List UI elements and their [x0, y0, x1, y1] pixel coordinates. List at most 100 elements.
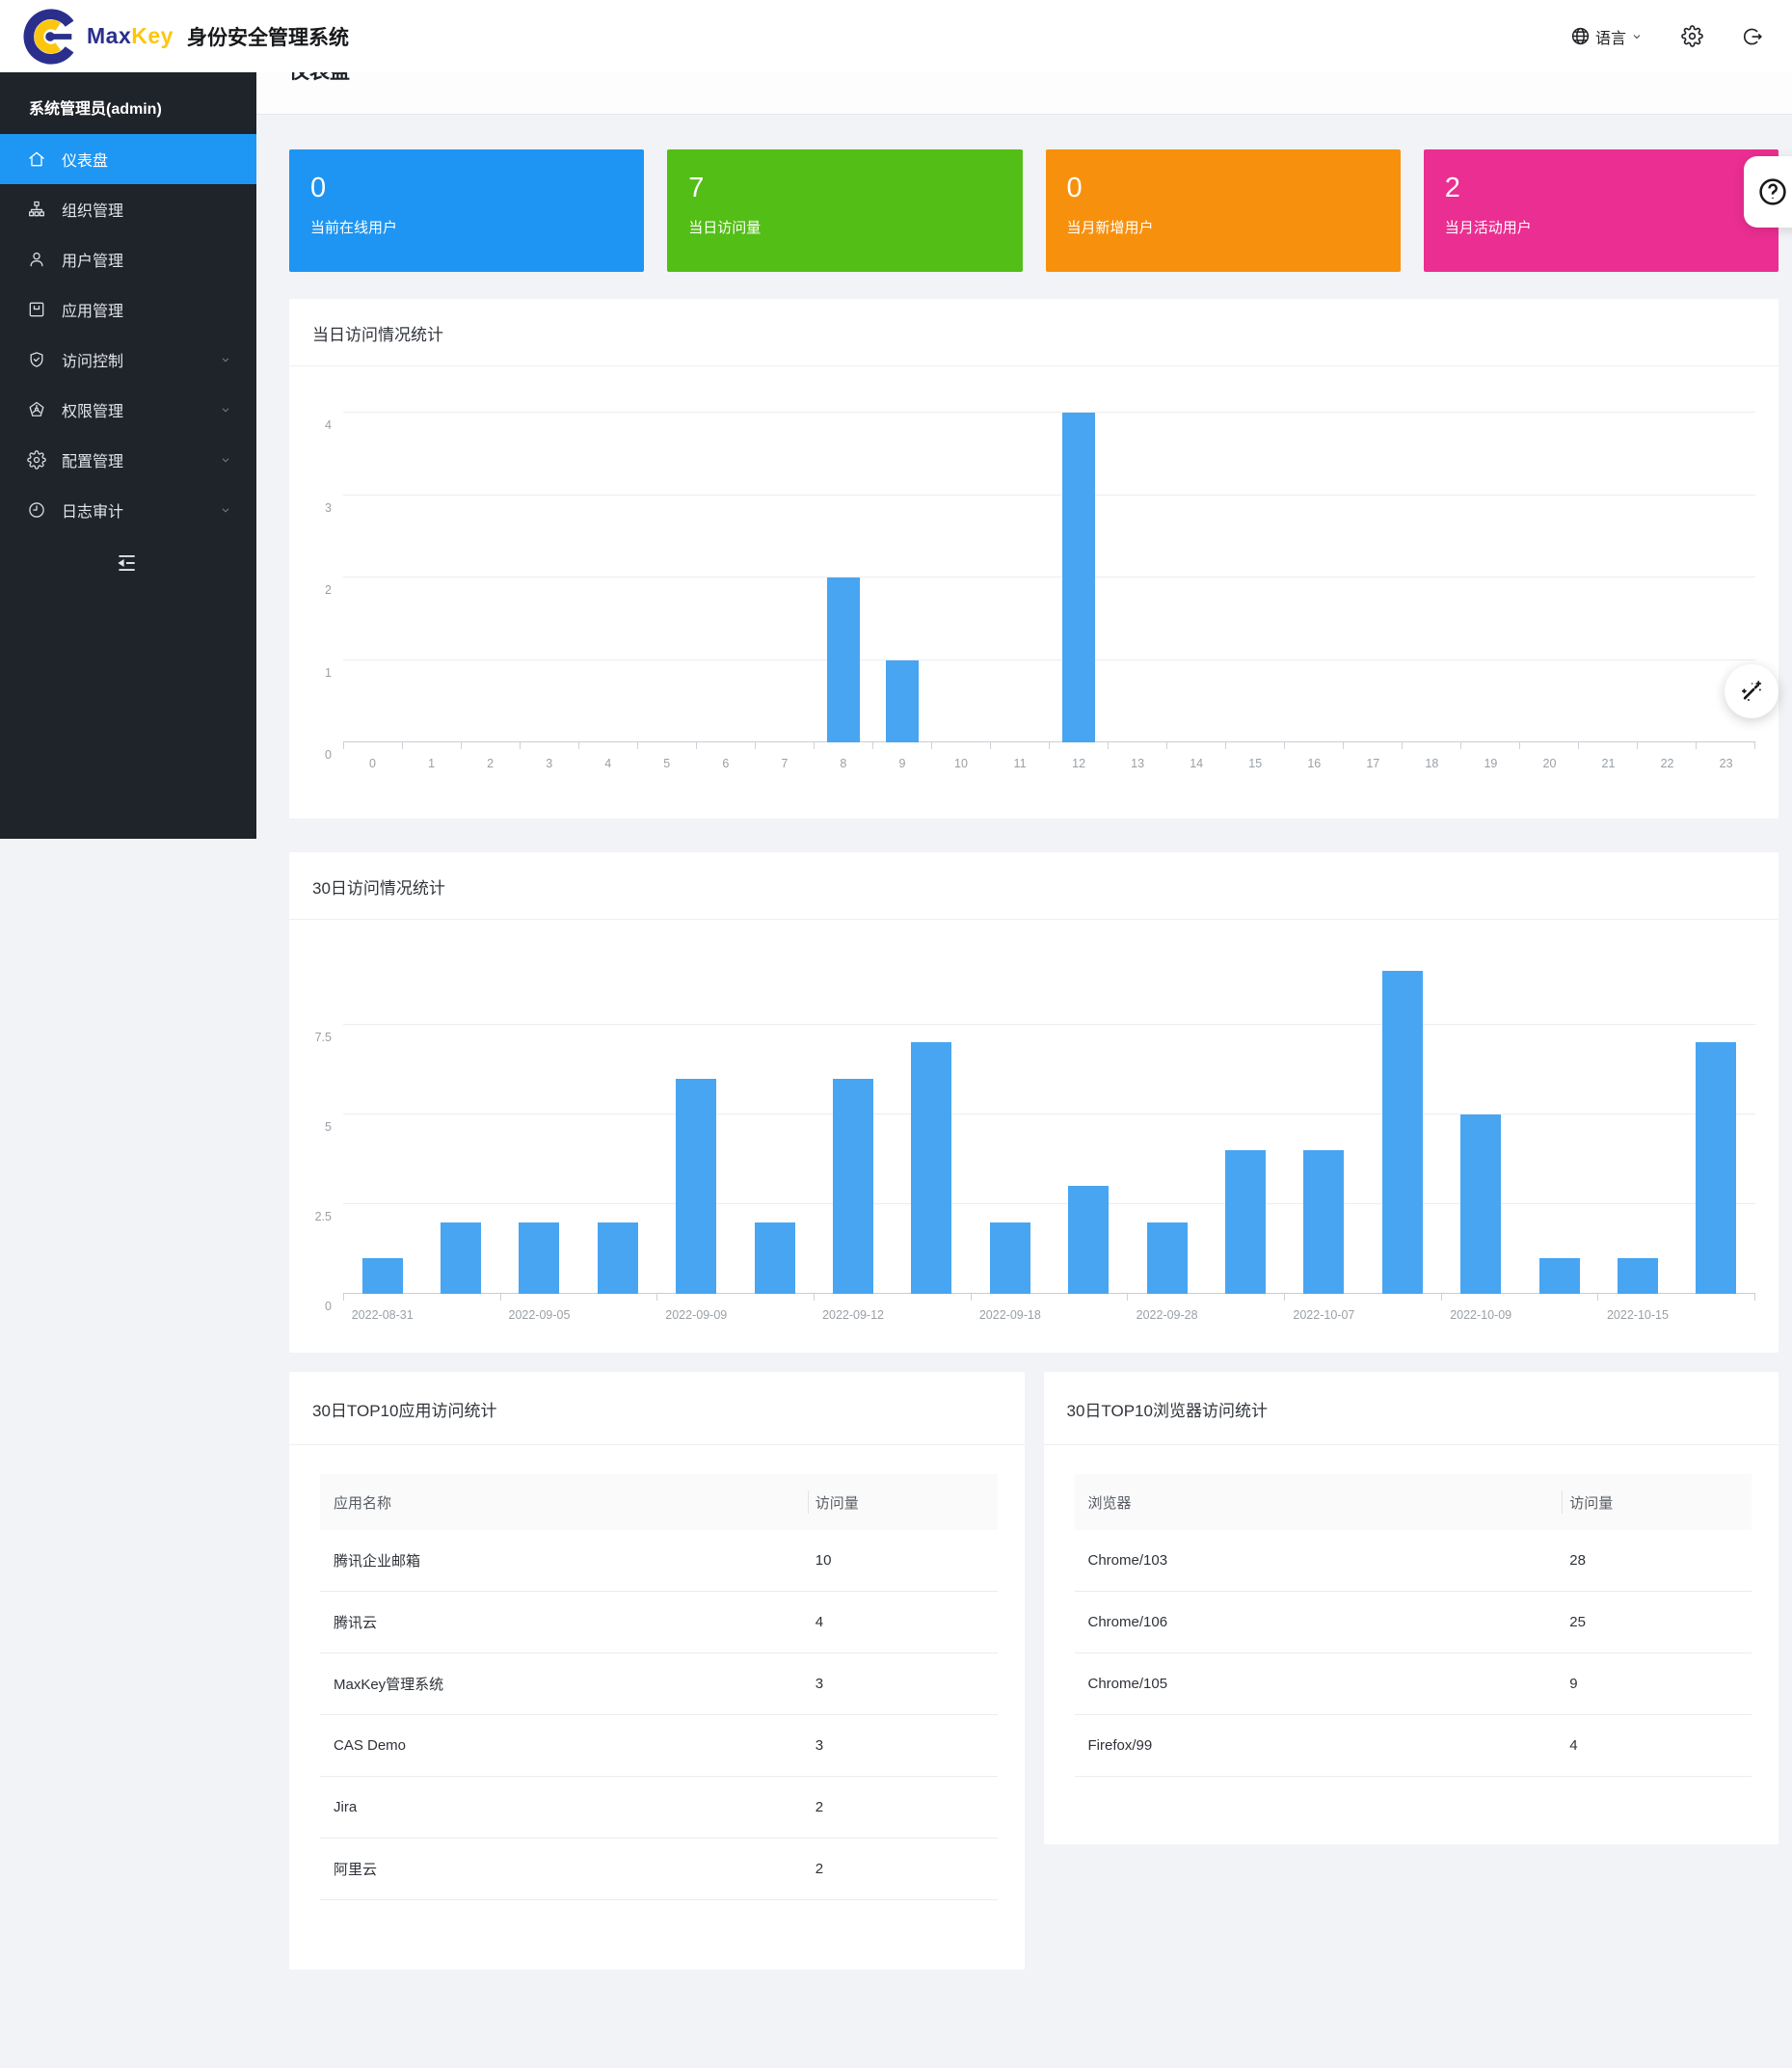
sidebar-item-audit[interactable]: 日志审计: [0, 485, 256, 535]
theme-wand-button[interactable]: [1725, 664, 1779, 718]
x-axis-tick-label: 2022-09-09: [665, 1308, 728, 1322]
bar-slot: [1677, 956, 1755, 1294]
x-axis-tick-label: 0: [369, 757, 376, 770]
table-row: Jira 2: [320, 1777, 998, 1839]
table-cell-name: MaxKey管理系统: [334, 1677, 444, 1693]
chart-panel-30day: 30日访问情况统计 0 2.5 5 7.5 2022-08-31 2022-09-05 20…: [289, 852, 1779, 1353]
x-axis-tick-label: 2022-09-05: [508, 1308, 571, 1322]
help-button[interactable]: [1744, 156, 1792, 228]
x-axis-tick-label: 5: [663, 757, 671, 770]
x-axis-tick-label: 20: [1542, 757, 1557, 770]
table-row: Firefox/99 4: [1074, 1715, 1752, 1777]
x-axis-tick-label: 8: [840, 757, 847, 770]
bar-slot: [1226, 413, 1285, 742]
x-axis-tick-label: [1050, 1308, 1128, 1322]
x-axis-tick-label: 7: [781, 757, 789, 770]
sidebar-item-apps[interactable]: 应用管理: [0, 284, 256, 335]
bar-slot: [1285, 956, 1363, 1294]
x-axis-tick-label: 2022-10-09: [1450, 1308, 1512, 1322]
chevron-down-icon: [220, 504, 231, 516]
bar-slot: [1285, 413, 1344, 742]
table-cell-count: 25: [1569, 1614, 1586, 1630]
table-cell-count: 2: [815, 1799, 824, 1815]
bar-slot: [814, 413, 872, 742]
x-axis-tick-label: [893, 1308, 971, 1322]
bar-slot: [736, 956, 814, 1294]
top10-apps-table: 应用名称 访问量 腾讯企业邮箱 10 腾讯云 4 MaxKey管理系统 3 CAS Demo 3 J…: [320, 1474, 998, 1968]
settings-button[interactable]: [1681, 25, 1703, 47]
shield-icon: [27, 350, 46, 369]
x-axis-tick-label: 9: [898, 757, 906, 770]
x-axis-tick-label: [736, 1308, 814, 1322]
x-axis-tick-label: [578, 1308, 656, 1322]
bar: [1538, 1257, 1580, 1294]
bar: [361, 1257, 403, 1294]
maxkey-logo: MaxKey 身份安全管理系统: [21, 7, 349, 67]
sidebar-item-label: 组织管理: [62, 203, 124, 220]
gridline: 4: [325, 412, 1755, 432]
x-axis-tick-label: 2022-09-28: [1136, 1308, 1198, 1322]
brand-suffix: 身份安全管理系统: [186, 26, 349, 49]
logout-button[interactable]: [1742, 26, 1763, 47]
sidebar-item-label: 仪表盘: [62, 153, 109, 170]
bar-slot: [1050, 956, 1128, 1294]
table-cell-name: Chrome/105: [1087, 1676, 1168, 1692]
bar-slot: [520, 413, 578, 742]
bar: [1303, 1150, 1345, 1294]
brand-key: Key: [131, 23, 174, 48]
bar-slot: [343, 413, 402, 742]
gridline: 1: [325, 658, 1755, 680]
sidebar-collapse-button[interactable]: [114, 549, 143, 577]
x-axis-labels: 2022-08-31 2022-09-05 2022-09-09 2022-09-12…: [343, 1308, 1755, 1322]
maxkey-logo-icon: [23, 8, 74, 65]
bar-slot: [814, 956, 892, 1294]
bar-slot: [1520, 413, 1579, 742]
x-axis-tick-label: [1520, 1308, 1598, 1322]
bar-slot: [1206, 956, 1284, 1294]
sidebar-user-label: 系统管理员(admin): [29, 101, 162, 118]
sidebar-item-config[interactable]: 配置管理: [0, 435, 256, 485]
bar-slot: [931, 413, 990, 742]
table-row: 腾讯企业邮箱 10: [320, 1530, 998, 1592]
table-cell-count: 3: [815, 1737, 824, 1754]
bar-slot: [1598, 956, 1676, 1294]
table-title: 30日TOP10浏览器访问统计: [1043, 1372, 1779, 1445]
daily-visits-chart: 0 1 2 3 4 0 1 2 3 4 5 6 7 8 9 10 11 12 13 14 15 16 17 18 19 20 21 2…: [289, 366, 1779, 819]
indent-decrease-icon: [118, 554, 135, 572]
sidebar-item-org[interactable]: 组织管理: [0, 184, 256, 234]
bar-slot: [971, 956, 1049, 1294]
bar-slot: [657, 956, 736, 1294]
table-row: Chrome/106 25: [1074, 1592, 1752, 1653]
bar: [754, 1222, 795, 1294]
language-menu[interactable]: 语言: [1570, 25, 1643, 48]
bar-slot: [500, 956, 578, 1294]
gridline: 0: [325, 741, 1755, 762]
x-axis-tick-label: 2022-09-18: [978, 1308, 1041, 1322]
bar: [1696, 1042, 1737, 1294]
x-axis-tick-label: 1: [428, 757, 436, 770]
table-cell-name: CAS Demo: [334, 1737, 407, 1754]
table-cell-count: 3: [815, 1676, 824, 1692]
sidebar-item-users[interactable]: 用户管理: [0, 234, 256, 284]
sidebar-item-dashboard[interactable]: 仪表盘: [0, 134, 256, 184]
bar: [833, 1078, 874, 1294]
stat-label: 当日访问量: [688, 220, 762, 237]
home-icon: [27, 149, 46, 169]
table-row: MaxKey管理系统 3: [320, 1653, 998, 1715]
bar-slot: [1638, 413, 1697, 742]
x-axis-tick-label: 19: [1484, 757, 1498, 770]
x-axis-tick-label: 18: [1425, 757, 1439, 770]
table-cell-count: 10: [815, 1552, 832, 1569]
table-cell-count: 9: [1569, 1676, 1578, 1692]
bar: [1381, 970, 1423, 1294]
sidebar-item-access[interactable]: 访问控制: [0, 335, 256, 385]
sidebar-item-perm[interactable]: 权限管理: [0, 385, 256, 435]
gridline: 3: [325, 494, 1755, 515]
bar-slot: [1363, 956, 1441, 1294]
bar-slot: [872, 413, 931, 742]
clock-icon: [27, 500, 46, 520]
bar: [1062, 413, 1096, 742]
gear-icon: [1681, 25, 1703, 47]
stat-label: 当前在线用户: [310, 220, 398, 237]
